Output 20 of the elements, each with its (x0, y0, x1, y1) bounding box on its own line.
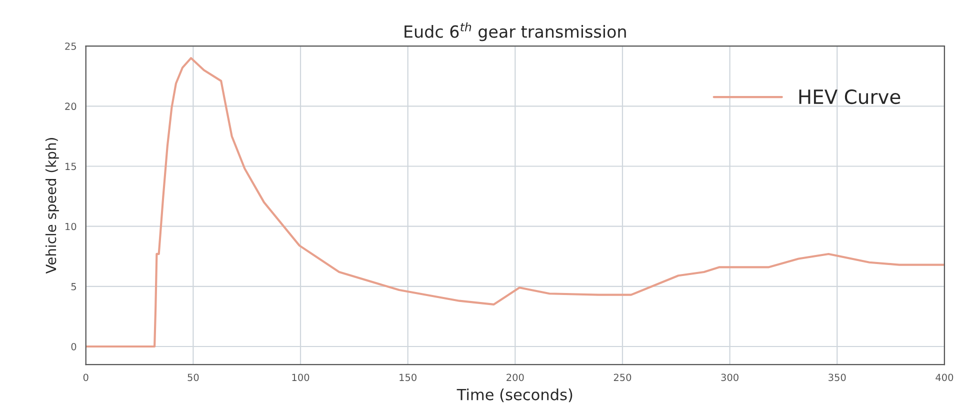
x-axis-title: Time (seconds) (456, 388, 572, 402)
x-tick-label: 300 (721, 374, 738, 382)
x-tick-label: 50 (188, 374, 199, 382)
x-tick-label: 400 (936, 374, 954, 382)
y-tick-label: 15 (66, 162, 76, 170)
chart-title: Eudc 6$^{th}$ gear transmission (404, 22, 626, 42)
y-tick-label: 5 (71, 283, 76, 290)
y-axis-title: Vehicle speed (kph) (45, 138, 59, 274)
y-tick-label: 0 (71, 342, 76, 350)
x-tick-label: 150 (400, 374, 416, 382)
x-tick-label: 100 (292, 374, 310, 382)
x-tick-label: 200 (506, 374, 524, 382)
y-tick-label: 10 (66, 222, 76, 230)
x-tick-label: 250 (614, 374, 632, 382)
legend-label: HEV Curve (799, 89, 900, 104)
x-tick-label: 0 (83, 374, 88, 382)
x-tick-label: 350 (828, 374, 846, 382)
line-series (86, 57, 944, 348)
y-tick-label: 20 (65, 102, 76, 110)
y-tick-label: 25 (65, 42, 76, 50)
